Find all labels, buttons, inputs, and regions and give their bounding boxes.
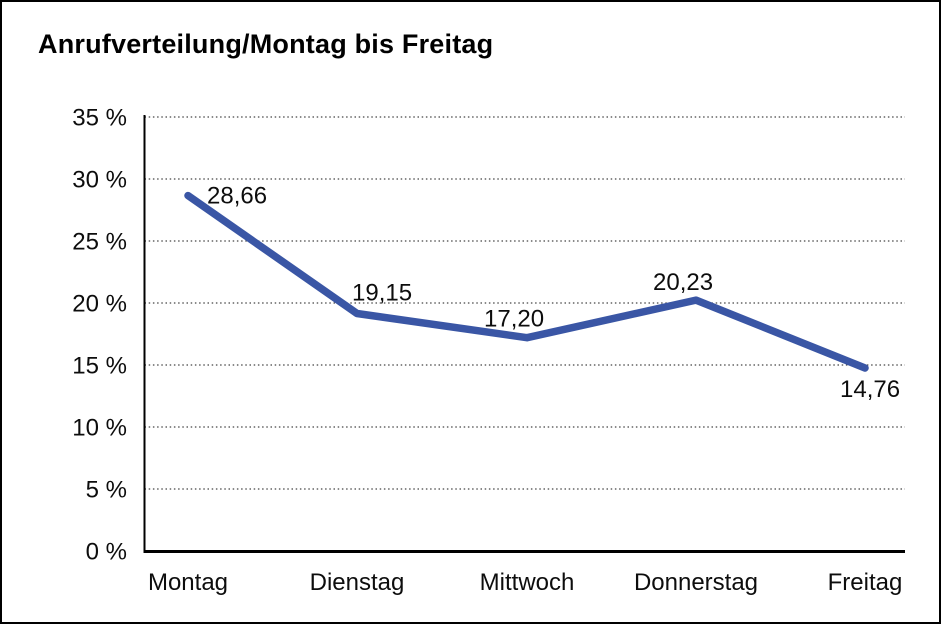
axes [143, 115, 905, 553]
data-label-mittwoch: 17,20 [484, 306, 544, 333]
data-label-dienstag: 19,15 [352, 280, 412, 307]
y-tick-label-10: 10 % [72, 415, 127, 442]
x-tick-label-mittwoch: Mittwoch [480, 569, 575, 596]
x-tick-label-donnerstag: Donnerstag [634, 569, 758, 596]
gridlines [144, 116, 905, 490]
chart-title: Anrufverteilung/Montag bis Freitag [38, 29, 494, 59]
y-axis-tick-labels: 35 % 30 % 25 % 20 % 15 % 10 % 5 % 0 % [72, 105, 127, 566]
y-tick-label-30: 30 % [72, 167, 127, 194]
series-line [184, 191, 869, 372]
data-label-freitag: 14,76 [840, 376, 900, 403]
y-tick-label-0: 0 % [86, 539, 127, 566]
y-tick-label-5: 5 % [86, 477, 127, 504]
data-point-labels: 28,66 19,15 17,20 20,23 14,76 [207, 183, 900, 403]
data-label-donnerstag: 20,23 [653, 269, 713, 296]
y-tick-label-35: 35 % [72, 105, 127, 132]
y-tick-label-15: 15 % [72, 353, 127, 380]
x-tick-label-dienstag: Dienstag [310, 569, 405, 596]
series [184, 191, 869, 372]
x-tick-label-freitag: Freitag [828, 569, 903, 596]
x-axis-category-labels: Montag Dienstag Mittwoch Donnerstag Freitag [148, 569, 902, 596]
data-label-montag: 28,66 [207, 183, 267, 210]
y-tick-label-25: 25 % [72, 229, 127, 256]
x-tick-label-montag: Montag [148, 569, 228, 596]
y-tick-label-20: 20 % [72, 291, 127, 318]
